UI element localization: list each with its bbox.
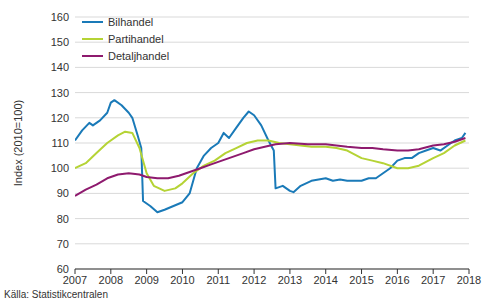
grid-line (75, 243, 469, 244)
legend-swatch (82, 21, 103, 23)
x-tick-label: 2007 (63, 274, 87, 286)
x-tick-label: 2009 (134, 274, 158, 286)
source: Källa: Statistikcentralen (4, 289, 108, 300)
y-tick-label: 160 (51, 11, 69, 23)
x-tick-label: 2013 (278, 274, 302, 286)
grid-line (75, 117, 469, 118)
grid-line (75, 92, 469, 93)
series-line (75, 138, 465, 196)
plot-area (75, 100, 465, 212)
x-tick-label: 2010 (170, 274, 194, 286)
grid-line (75, 193, 469, 194)
x-tick-label: 2018 (457, 274, 481, 286)
y-tick-label: 120 (51, 112, 69, 124)
grid-line (75, 269, 469, 270)
y-tick-label: 130 (51, 87, 69, 99)
chart: 6070809010011012013014015016020072008200… (0, 0, 493, 304)
y-tick-label: 80 (57, 213, 69, 225)
y-tick-label: 140 (51, 61, 69, 73)
x-tick-label: 2016 (385, 274, 409, 286)
y-tick-label: 70 (57, 238, 69, 250)
y-tick-label: 90 (57, 187, 69, 199)
x-tick-label: 2014 (313, 274, 337, 286)
x-tick-label: 2015 (349, 274, 373, 286)
x-tick-label: 2012 (242, 274, 266, 286)
y-tick-label: 150 (51, 36, 69, 48)
y-axis-label: Index (2010=100) (12, 100, 24, 187)
grid-line (75, 67, 469, 68)
legend-label: Bilhandel (108, 16, 153, 28)
legend-label: Partihandel (108, 33, 164, 45)
y-tick-label: 100 (51, 162, 69, 174)
legend-swatch (82, 38, 103, 40)
legend-label: Detaljhandel (108, 50, 169, 62)
grid-line (75, 143, 469, 144)
series-line (75, 132, 465, 191)
legend-swatch (82, 55, 103, 57)
series-line (75, 100, 465, 212)
x-tick-label: 2017 (421, 274, 445, 286)
x-tick-label: 2008 (99, 274, 123, 286)
x-tick-label: 2011 (206, 274, 230, 286)
x-axis (75, 269, 469, 270)
grid-line (75, 218, 469, 219)
y-tick-label: 110 (51, 137, 69, 149)
